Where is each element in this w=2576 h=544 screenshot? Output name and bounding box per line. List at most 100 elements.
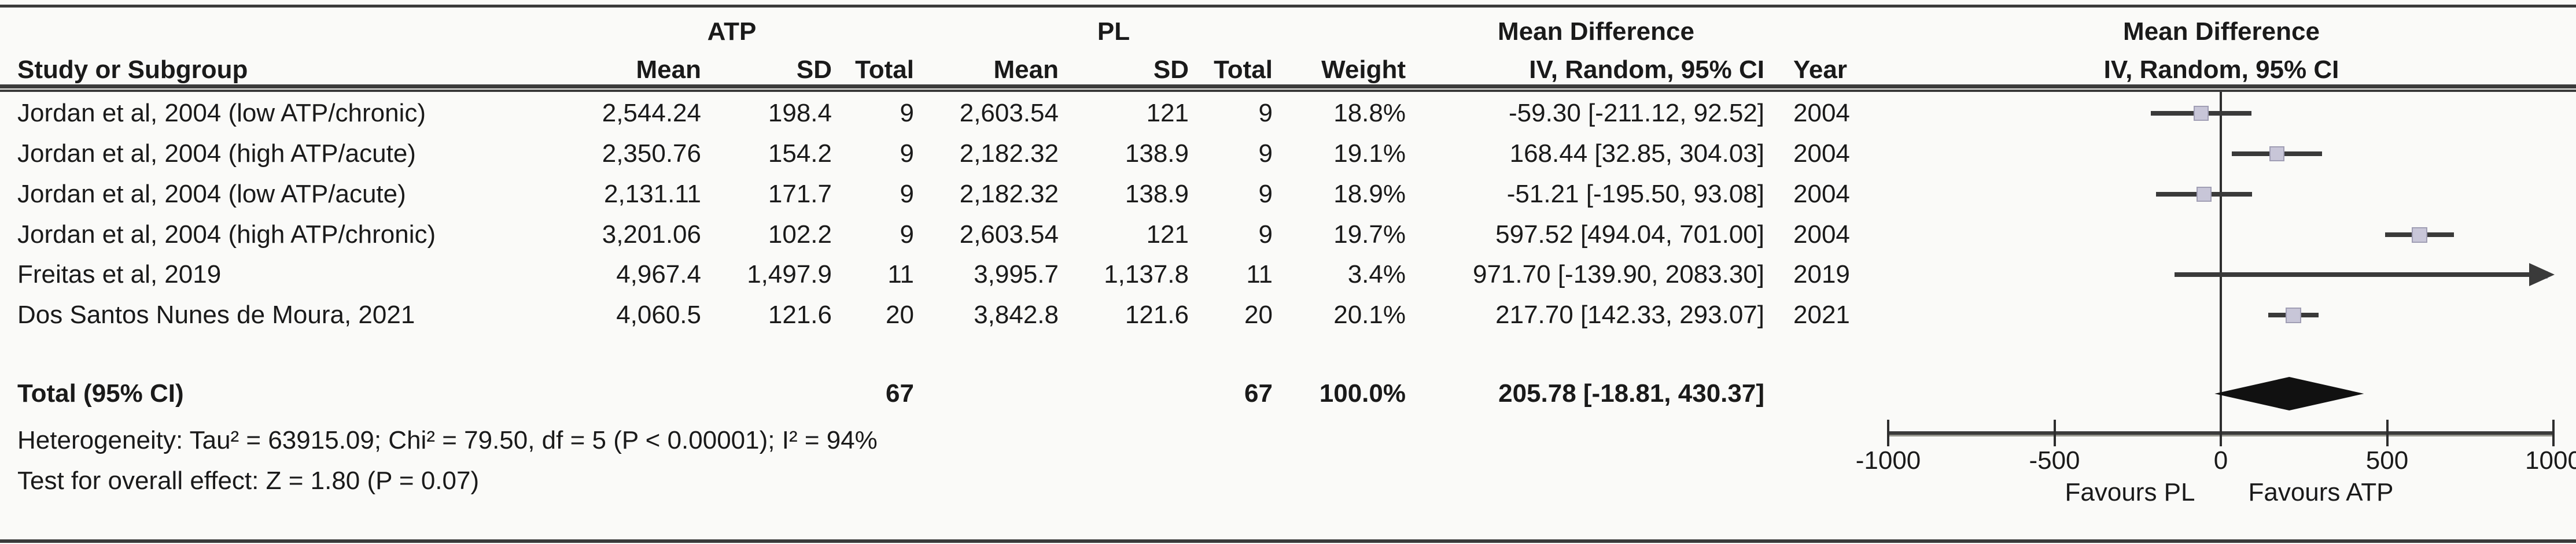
favours-right-label: Favours ATP <box>2248 478 2394 506</box>
pl-mean-value: 2,182.32 <box>959 139 1059 168</box>
total-pl-total: 67 <box>1244 379 1273 408</box>
atp-total-value: 9 <box>900 99 914 127</box>
col-header-iv-random-text: IV, Random, 95% CI <box>1529 55 1764 84</box>
axis-tick-label: 500 <box>2365 446 2409 475</box>
axis-tick <box>1887 420 1889 446</box>
ci-arrow-right <box>2529 263 2555 286</box>
weight-value: 20.1% <box>1333 301 1406 329</box>
atp-total-value: 9 <box>900 180 914 208</box>
pl-sd-value: 121 <box>1146 99 1189 127</box>
pl-total-value: 9 <box>1258 220 1273 249</box>
table-row: Freitas et al, 2019 4,967.4 1,497.9 11 3… <box>0 257 2576 293</box>
weight-value: 19.1% <box>1333 139 1406 168</box>
total-atp-total: 67 <box>886 379 914 408</box>
axis-tick-label: 0 <box>2213 446 2228 475</box>
weight-value: 18.8% <box>1333 99 1406 127</box>
study-label: Freitas et al, 2019 <box>17 260 222 288</box>
table-row: Dos Santos Nunes de Moura, 2021 4,060.5 … <box>0 297 2576 333</box>
atp-mean-value: 3,201.06 <box>602 220 701 249</box>
atp-mean-value: 2,350.76 <box>602 139 701 168</box>
axis-tick-label: -1000 <box>1855 446 1921 475</box>
col-header-pl-mean: Mean <box>993 55 1059 84</box>
pl-total-value: 9 <box>1258 180 1273 208</box>
year-value: 2004 <box>1793 220 1850 249</box>
effect-marker <box>2196 187 2212 202</box>
atp-mean-value: 4,967.4 <box>616 260 701 288</box>
pl-sd-value: 121.6 <box>1125 301 1189 329</box>
atp-total-value: 11 <box>887 260 914 288</box>
year-value: 2004 <box>1793 180 1850 208</box>
col-header-pl-total: Total <box>1214 55 1273 84</box>
ci-value: -51.21 [-195.50, 93.08] <box>1506 180 1764 208</box>
group-header-pl: PL <box>1097 17 1130 46</box>
weight-value: 19.7% <box>1333 220 1406 249</box>
col-header-iv-random-plot: IV, Random, 95% CI <box>2103 55 2339 84</box>
group-header-atp: ATP <box>707 17 757 46</box>
pl-mean-value: 3,995.7 <box>974 260 1059 288</box>
overall-effect-test: Test for overall effect: Z = 1.80 (P = 0… <box>17 467 480 495</box>
pl-mean-value: 3,842.8 <box>974 301 1059 329</box>
col-header-pl-sd: SD <box>1153 55 1189 84</box>
ci-value: 168.44 [32.85, 304.03] <box>1509 139 1764 168</box>
total-weight: 100.0% <box>1319 379 1406 408</box>
atp-sd-value: 1,497.9 <box>747 260 832 288</box>
pl-sd-value: 121 <box>1146 220 1189 249</box>
atp-sd-value: 121.6 <box>768 301 832 329</box>
axis-tick <box>2552 420 2555 446</box>
bottom-border-line <box>0 539 2576 543</box>
atp-mean-value: 2,544.24 <box>602 99 701 127</box>
study-label: Jordan et al, 2004 (high ATP/chronic) <box>17 220 436 249</box>
atp-mean-value: 2,131.11 <box>603 180 701 208</box>
axis-tick <box>2386 420 2389 446</box>
study-label: Jordan et al, 2004 (low ATP/chronic) <box>17 99 426 127</box>
axis-tick <box>2220 420 2222 446</box>
heterogeneity-stats: Heterogeneity: Tau² = 63915.09; Chi² = 7… <box>17 426 878 454</box>
total-row: Total (95% CI) 67 67 100.0% 205.78 [-18.… <box>0 376 2576 412</box>
effect-marker <box>2285 307 2301 323</box>
pl-total-value: 9 <box>1258 99 1273 127</box>
pl-total-value: 9 <box>1258 139 1273 168</box>
axis-tick <box>2053 420 2056 446</box>
year-value: 2004 <box>1793 139 1850 168</box>
weight-value: 18.9% <box>1333 180 1406 208</box>
year-value: 2004 <box>1793 99 1850 127</box>
atp-sd-value: 154.2 <box>768 139 832 168</box>
pl-sd-value: 138.9 <box>1125 139 1189 168</box>
col-header-atp-total: Total <box>855 55 914 84</box>
ci-value: -59.30 [-211.12, 92.52] <box>1509 99 1764 127</box>
pl-mean-value: 2,603.54 <box>959 220 1059 249</box>
table-row: Jordan et al, 2004 (low ATP/acute) 2,131… <box>0 176 2576 212</box>
atp-total-value: 9 <box>900 139 914 168</box>
col-header-atp-sd: SD <box>796 55 832 84</box>
atp-sd-value: 102.2 <box>768 220 832 249</box>
top-border-line <box>0 5 2576 8</box>
effect-marker <box>2193 106 2209 121</box>
pl-mean-value: 2,603.54 <box>959 99 1059 127</box>
study-label: Jordan et al, 2004 (high ATP/acute) <box>17 139 416 168</box>
pl-mean-value: 2,182.32 <box>959 180 1059 208</box>
atp-sd-value: 198.4 <box>768 99 832 127</box>
total-label: Total (95% CI) <box>17 379 184 408</box>
ci-value: 217.70 [142.33, 293.07] <box>1495 301 1764 329</box>
atp-sd-value: 171.7 <box>768 180 832 208</box>
weight-value: 3.4% <box>1347 260 1406 288</box>
col-header-weight: Weight <box>1321 55 1406 84</box>
total-ci: 205.78 [-18.81, 430.37] <box>1498 379 1764 408</box>
effect-marker <box>2412 227 2428 243</box>
ci-value: 971.70 [-139.90, 2083.30] <box>1473 260 1764 288</box>
axis-tick-label: -500 <box>2029 446 2080 475</box>
pl-sd-value: 1,137.8 <box>1104 260 1189 288</box>
year-value: 2019 <box>1793 260 1850 288</box>
year-value: 2021 <box>1793 301 1850 329</box>
group-header-mean-difference-plot: Mean Difference <box>2123 17 2320 46</box>
favours-left-label: Favours PL <box>2065 478 2195 506</box>
study-label: Jordan et al, 2004 (low ATP/acute) <box>17 180 406 208</box>
col-header-study: Study or Subgroup <box>17 55 248 84</box>
pl-sd-value: 138.9 <box>1125 180 1189 208</box>
ci-value: 597.52 [494.04, 701.00] <box>1495 220 1764 249</box>
col-header-atp-mean: Mean <box>636 55 701 84</box>
atp-total-value: 9 <box>900 220 914 249</box>
effect-marker <box>2269 146 2284 161</box>
table-row: Jordan et al, 2004 (high ATP/chronic) 3,… <box>0 217 2576 253</box>
